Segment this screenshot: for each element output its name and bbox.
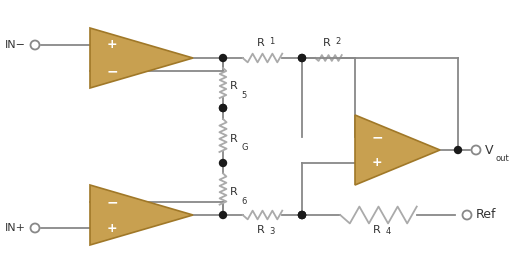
Text: R: R (257, 38, 264, 48)
Text: 6: 6 (241, 197, 246, 206)
Circle shape (299, 54, 305, 61)
Text: 1: 1 (269, 37, 275, 46)
Text: G: G (241, 144, 247, 153)
Text: IN−: IN− (5, 40, 26, 50)
Text: R: R (230, 134, 238, 144)
Text: R: R (372, 225, 380, 235)
Text: V: V (485, 144, 494, 156)
Circle shape (462, 211, 472, 220)
Text: −: − (106, 64, 118, 78)
Text: 2: 2 (335, 37, 341, 46)
Circle shape (220, 159, 226, 166)
Circle shape (220, 212, 226, 218)
Circle shape (220, 54, 226, 61)
Polygon shape (90, 185, 193, 245)
Text: −: − (371, 130, 383, 144)
Text: +: + (372, 156, 382, 169)
Circle shape (30, 41, 40, 50)
Circle shape (454, 147, 461, 153)
Text: −: − (106, 195, 118, 209)
Circle shape (472, 146, 481, 154)
Polygon shape (355, 115, 440, 185)
Text: R: R (323, 38, 331, 48)
Text: 3: 3 (269, 227, 275, 236)
Circle shape (299, 212, 305, 218)
Circle shape (220, 104, 226, 112)
Text: Ref: Ref (476, 209, 496, 221)
Text: +: + (107, 221, 117, 234)
Text: 4: 4 (385, 227, 391, 236)
Text: R: R (230, 187, 238, 197)
Text: R: R (257, 225, 264, 235)
Text: IN+: IN+ (5, 223, 26, 233)
Text: 5: 5 (241, 91, 246, 100)
Circle shape (299, 212, 305, 218)
Polygon shape (90, 28, 193, 88)
Text: R: R (230, 81, 238, 91)
Circle shape (299, 212, 305, 218)
Circle shape (299, 54, 305, 61)
Text: out: out (495, 154, 509, 163)
Text: +: + (107, 39, 117, 51)
Circle shape (220, 104, 226, 112)
Circle shape (30, 224, 40, 233)
